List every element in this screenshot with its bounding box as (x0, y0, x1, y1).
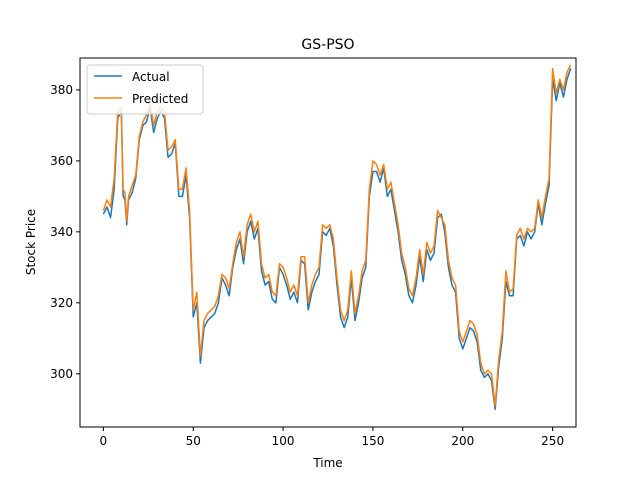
y-tick-label: 300 (50, 367, 73, 381)
x-tick-label: 50 (186, 434, 201, 448)
series-layer (102, 64, 572, 411)
y-axis-ticks: 300 320 340 360 380 (50, 83, 80, 381)
x-tick-label: 200 (451, 434, 474, 448)
y-tick-label: 340 (50, 225, 73, 239)
y-axis-label: Stock Price (24, 209, 38, 275)
x-tick-label: 100 (272, 434, 295, 448)
plot-frame (79, 57, 577, 428)
y-tick-label: 360 (50, 154, 73, 168)
x-tick-label: 250 (541, 434, 564, 448)
legend-label-predicted: Predicted (132, 92, 188, 106)
chart-title: GS-PSO (301, 37, 354, 53)
legend-label-actual: Actual (132, 70, 170, 84)
legend: Actual Predicted (86, 64, 204, 115)
x-axis-label: Time (312, 456, 342, 470)
y-tick-label: 380 (50, 83, 73, 97)
x-axis-ticks: 0 50 100 150 200 250 (100, 427, 564, 448)
y-tick-label: 320 (50, 296, 73, 310)
x-tick-label: 150 (361, 434, 384, 448)
x-tick-label: 0 (100, 434, 108, 448)
series-line-predicted (102, 64, 572, 407)
legend-box (86, 64, 204, 115)
